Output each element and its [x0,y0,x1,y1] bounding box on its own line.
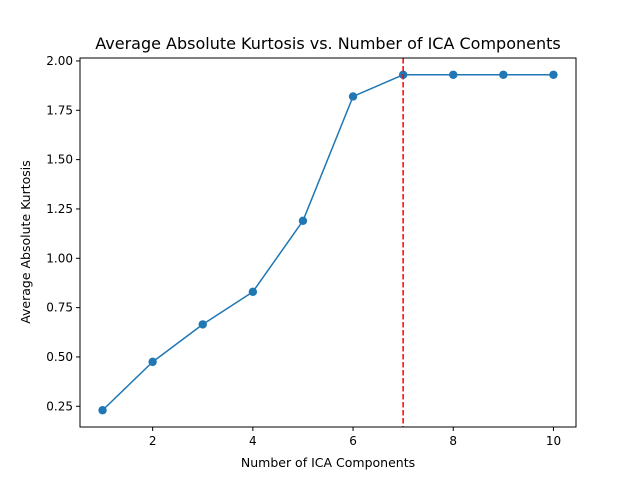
x-axis-ticks: 2 4 6 8 10 [149,427,561,448]
data-point [499,70,508,79]
x-tick-label: 10 [546,434,561,448]
data-point [549,70,558,79]
y-tick-label: 0.25 [46,399,73,413]
x-tick-label: 6 [349,434,357,448]
x-tick-label: 8 [449,434,457,448]
x-tick-label: 2 [149,434,157,448]
data-point [298,216,308,225]
y-tick-label: 1.50 [46,153,73,167]
y-axis-label: Average Absolute Kurtosis [18,160,33,324]
x-axis-label: Number of ICA Components [241,455,415,470]
plot-frame [79,57,577,428]
data-point [148,357,157,367]
series-line [102,74,554,411]
y-axis-ticks: 0.25 0.50 0.75 1.00 1.25 1.50 1.75 2.00 [46,54,80,413]
plot-area [79,57,577,428]
data-point [348,92,358,101]
data-point [248,287,258,297]
chart-title: Average Absolute Kurtosis vs. Number of … [95,34,560,53]
y-tick-label: 1.75 [46,103,73,117]
data-point [98,406,107,415]
x-tick-label: 4 [249,434,257,448]
y-tick-label: 1.25 [46,202,73,216]
data-point [198,320,207,329]
y-tick-label: 2.00 [46,54,73,68]
y-tick-label: 0.75 [46,301,73,315]
data-point [449,70,458,79]
y-tick-label: 0.50 [46,350,73,364]
y-tick-label: 1.00 [46,251,73,265]
